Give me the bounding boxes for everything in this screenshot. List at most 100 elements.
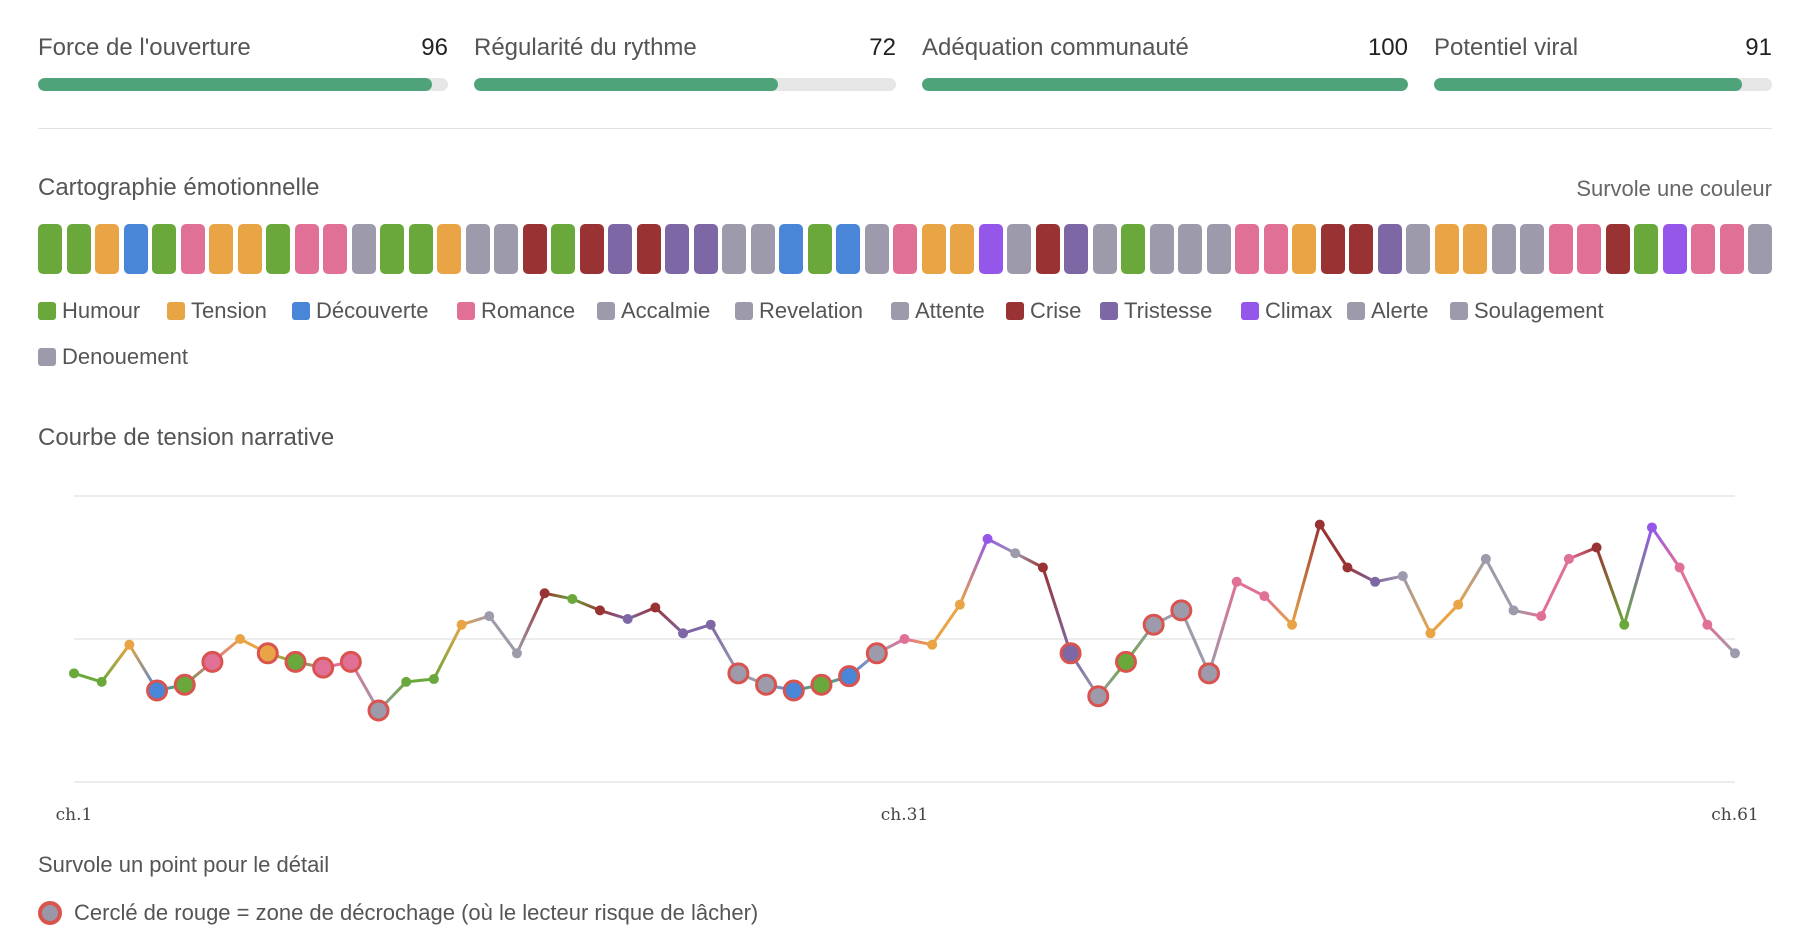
emotion-cell-tension[interactable] xyxy=(209,224,233,274)
data-point[interactable] xyxy=(1730,648,1740,659)
data-point[interactable] xyxy=(456,619,467,630)
legend-item-soulagement[interactable]: Soulagement xyxy=(1450,298,1604,324)
emotion-cell-accalmie[interactable] xyxy=(1178,224,1202,274)
data-point[interactable] xyxy=(1619,619,1630,630)
emotion-cell-decouverte[interactable] xyxy=(836,224,860,274)
dropoff-point[interactable] xyxy=(810,673,833,696)
dropoff-point[interactable] xyxy=(1198,662,1221,685)
legend-item-romance[interactable]: Romance xyxy=(457,298,575,324)
legend-item-attente[interactable]: Attente xyxy=(891,298,985,324)
dropoff-point[interactable] xyxy=(755,673,778,696)
emotion-cell-romance[interactable] xyxy=(323,224,347,274)
data-point[interactable] xyxy=(1010,548,1021,559)
emotion-cell-tension[interactable] xyxy=(237,224,262,274)
data-point[interactable] xyxy=(401,676,412,687)
emotion-cell-tension[interactable] xyxy=(95,224,119,274)
data-point[interactable] xyxy=(594,605,605,616)
emotion-cell-climax[interactable] xyxy=(1662,224,1687,274)
dropoff-point[interactable] xyxy=(838,665,861,688)
dropoff-point[interactable] xyxy=(782,679,805,702)
emotion-cell-crise[interactable] xyxy=(1349,224,1373,274)
emotion-cell-accalmie[interactable] xyxy=(1149,224,1174,274)
emotion-cell-tension[interactable] xyxy=(950,224,974,274)
data-point[interactable] xyxy=(69,668,79,679)
emotion-cell-accalmie[interactable] xyxy=(750,224,775,274)
data-point[interactable] xyxy=(96,676,107,687)
data-point[interactable] xyxy=(927,639,938,650)
emotion-cell-accalmie[interactable] xyxy=(494,224,518,274)
emotion-cell-humour[interactable] xyxy=(38,224,62,274)
emotion-cell-humour[interactable] xyxy=(380,224,404,274)
data-point[interactable] xyxy=(650,602,661,613)
emotion-cell-tristesse[interactable] xyxy=(693,224,718,274)
data-point[interactable] xyxy=(1425,628,1436,639)
dropoff-point[interactable] xyxy=(1087,685,1110,708)
emotion-cell-accalmie[interactable] xyxy=(864,224,889,274)
data-point[interactable] xyxy=(1314,519,1325,530)
emotion-cell-romance[interactable] xyxy=(294,224,319,274)
legend-item-tension[interactable]: Tension xyxy=(167,298,267,324)
legend-item-denouement[interactable]: Denouement xyxy=(38,344,188,370)
emotion-cell-humour[interactable] xyxy=(1634,224,1658,274)
data-point[interactable] xyxy=(1287,619,1298,630)
dropoff-point[interactable] xyxy=(1170,599,1193,622)
data-point[interactable] xyxy=(678,628,689,639)
data-point[interactable] xyxy=(539,588,550,599)
dropoff-point[interactable] xyxy=(367,699,390,722)
data-point[interactable] xyxy=(954,599,965,610)
emotion-cell-romance[interactable] xyxy=(1235,224,1259,274)
emotion-cell-crise[interactable] xyxy=(636,224,661,274)
legend-item-decouverte[interactable]: Découverte xyxy=(292,298,429,324)
emotion-cell-romance[interactable] xyxy=(1548,224,1573,274)
data-point[interactable] xyxy=(1536,611,1547,622)
emotion-cell-crise[interactable] xyxy=(1605,224,1630,274)
dropoff-point[interactable] xyxy=(1114,650,1137,673)
emotion-cell-accalmie[interactable] xyxy=(1406,224,1430,274)
dropoff-point[interactable] xyxy=(865,642,888,665)
data-point[interactable] xyxy=(1563,553,1574,564)
emotion-cell-crise[interactable] xyxy=(1035,224,1060,274)
emotion-cell-humour[interactable] xyxy=(66,224,91,274)
emotion-cell-tension[interactable] xyxy=(1292,224,1316,274)
data-point[interactable] xyxy=(428,674,439,685)
legend-item-alerte[interactable]: Alerte xyxy=(1347,298,1428,324)
legend-item-accalmie[interactable]: Accalmie xyxy=(597,298,710,324)
dropoff-point[interactable] xyxy=(146,679,169,702)
data-point[interactable] xyxy=(484,611,495,622)
emotion-cell-humour[interactable] xyxy=(551,224,575,274)
emotion-cell-humour[interactable] xyxy=(266,224,290,274)
emotion-cell-crise[interactable] xyxy=(522,224,547,274)
data-point[interactable] xyxy=(1508,605,1519,616)
emotion-cell-accalmie[interactable] xyxy=(1007,224,1031,274)
data-point[interactable] xyxy=(1702,619,1713,630)
emotion-cell-climax[interactable] xyxy=(978,224,1003,274)
data-point[interactable] xyxy=(235,634,246,644)
emotion-cell-romance[interactable] xyxy=(893,224,917,274)
data-point[interactable] xyxy=(1231,576,1242,587)
emotion-cell-tristesse[interactable] xyxy=(665,224,689,274)
data-point[interactable] xyxy=(1397,571,1408,582)
emotion-cell-accalmie[interactable] xyxy=(1520,224,1544,274)
data-point[interactable] xyxy=(1342,562,1353,573)
dropoff-point[interactable] xyxy=(727,662,750,685)
data-point[interactable] xyxy=(1453,599,1464,610)
data-point[interactable] xyxy=(705,619,716,630)
data-point[interactable] xyxy=(622,613,633,624)
legend-item-revelation[interactable]: Revelation xyxy=(735,298,863,324)
emotion-cell-tension[interactable] xyxy=(437,224,461,274)
data-point[interactable] xyxy=(1259,591,1270,602)
emotion-cell-accalmie[interactable] xyxy=(1206,224,1231,274)
emotion-cell-romance[interactable] xyxy=(1719,224,1744,274)
emotion-cell-humour[interactable] xyxy=(1121,224,1145,274)
emotion-cell-tension[interactable] xyxy=(1434,224,1459,274)
data-point[interactable] xyxy=(567,593,578,604)
emotion-cell-accalmie[interactable] xyxy=(465,224,490,274)
emotion-cell-decouverte[interactable] xyxy=(779,224,803,274)
emotion-cell-tension[interactable] xyxy=(921,224,946,274)
emotion-cell-romance[interactable] xyxy=(1577,224,1601,274)
emotion-cell-crise[interactable] xyxy=(1320,224,1345,274)
data-point[interactable] xyxy=(899,634,910,644)
dropoff-point[interactable] xyxy=(256,642,279,665)
data-point[interactable] xyxy=(1646,522,1657,533)
emotion-cell-tristesse[interactable] xyxy=(608,224,632,274)
